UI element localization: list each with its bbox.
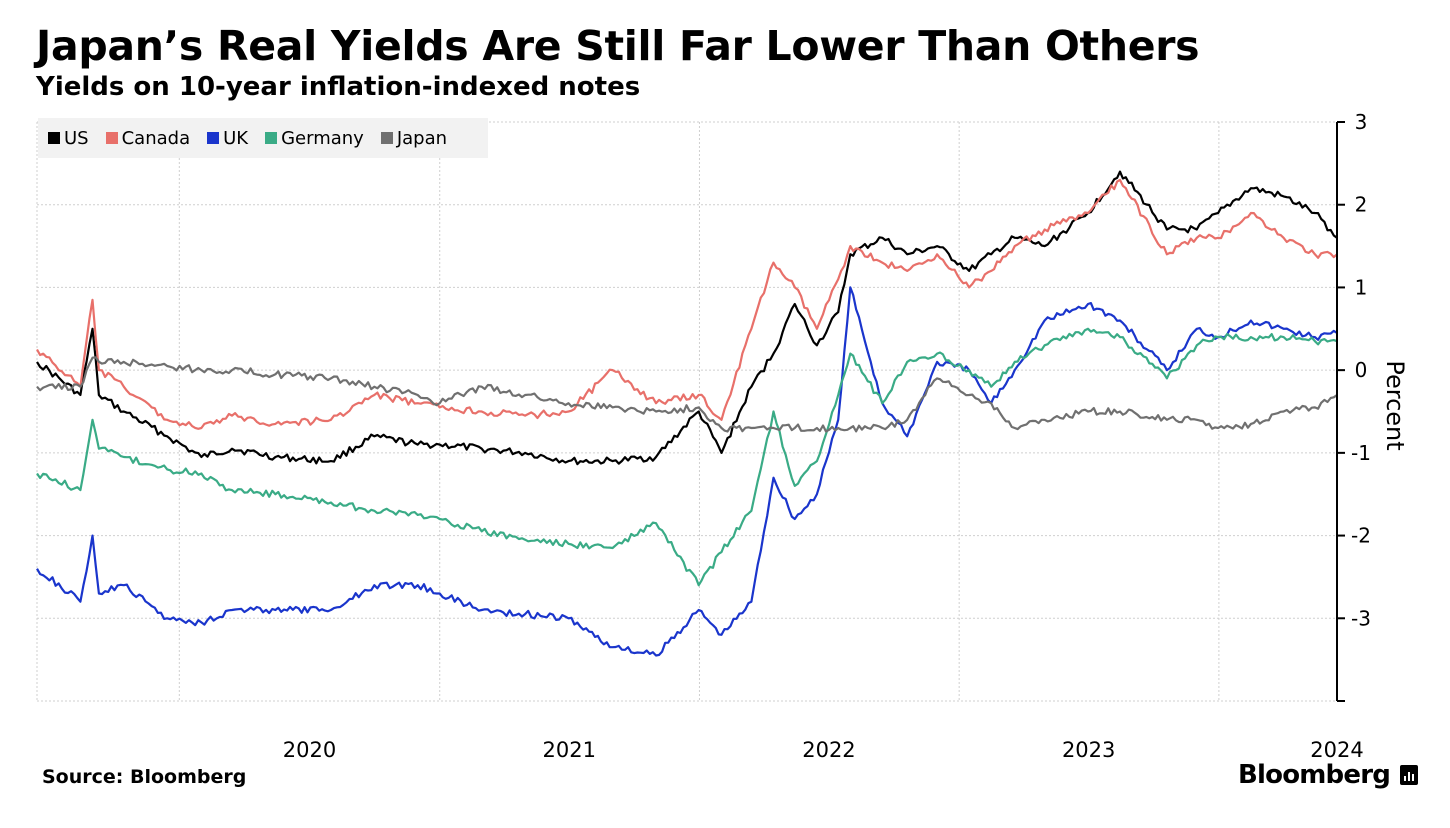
legend-item-japan: Japan: [380, 127, 448, 149]
x-tick-label: 2024: [1310, 738, 1363, 762]
y-tick-label: 2: [1355, 193, 1368, 217]
y-tick-label: -1: [1351, 441, 1371, 465]
legend-item-uk: UK: [207, 128, 248, 149]
x-tick-label: 2022: [802, 738, 855, 762]
series-line-uk: [36, 286, 1338, 657]
series-line-canada: [36, 178, 1338, 430]
x-tick-label: 2023: [1062, 738, 1115, 762]
y-tick-label: 1: [1355, 275, 1368, 299]
series-line-japan: [36, 356, 1338, 433]
legend-swatch-uk: [207, 132, 220, 144]
legend-label-japan: Japan: [396, 127, 448, 149]
legend: US Canada UK Germany Japan: [38, 118, 488, 158]
source-note: Source: Bloomberg: [42, 766, 247, 788]
x-tick-label: 2020: [283, 738, 336, 762]
legend-label-uk: UK: [223, 127, 249, 149]
y-tick-label: 3: [1355, 110, 1368, 134]
chart-subtitle: Yields on 10-year inflation-indexed note…: [36, 72, 641, 102]
legend-swatch-germany: [265, 132, 278, 144]
legend-item-germany: Germany: [265, 128, 364, 149]
series-lines: [36, 170, 1338, 657]
grid-lines: [36, 121, 1337, 702]
series-line-germany: [36, 327, 1338, 587]
bloomberg-logo: Bloomberg: [1238, 760, 1419, 790]
legend-swatch-us: [48, 132, 60, 144]
y-axis-label: Percent: [1381, 360, 1409, 450]
legend-item-canada: Canada: [105, 127, 191, 149]
brand-text: Bloomberg: [1238, 760, 1391, 790]
x-axis: 2020 2021 2022 2023 2024: [283, 738, 1364, 762]
y-axis: 3 2 1 0 -1 -2 -3 Percent: [1336, 110, 1409, 702]
legend-item-us: US: [48, 128, 89, 149]
legend-swatch-japan: [380, 132, 393, 144]
legend-label-canada: Canada: [121, 127, 191, 149]
y-tick-label: -3: [1351, 606, 1371, 630]
terminal-icon: [1400, 765, 1419, 785]
legend-swatch-canada: [105, 132, 118, 144]
y-tick-label: 0: [1355, 358, 1368, 382]
legend-label-germany: Germany: [281, 127, 364, 149]
y-tick-label: -2: [1351, 524, 1371, 548]
legend-label-us: US: [64, 127, 89, 149]
x-tick-label: 2021: [543, 738, 596, 762]
chart-title: Japan’s Real Yields Are Still Far Lower …: [36, 22, 1200, 70]
series-line-us: [36, 170, 1338, 466]
